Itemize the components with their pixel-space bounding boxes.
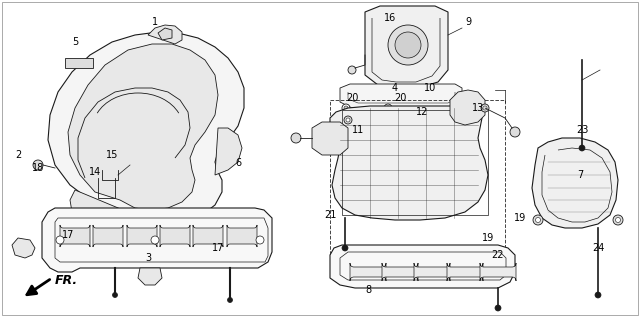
Text: 16: 16 (384, 13, 396, 23)
Polygon shape (138, 268, 162, 285)
Polygon shape (158, 28, 172, 40)
Circle shape (536, 217, 541, 223)
Polygon shape (312, 122, 348, 155)
Circle shape (113, 293, 118, 297)
Text: 8: 8 (365, 285, 371, 295)
Circle shape (533, 215, 543, 225)
Circle shape (595, 292, 601, 298)
Text: 24: 24 (592, 243, 604, 253)
Text: 19: 19 (514, 213, 526, 223)
Polygon shape (48, 32, 244, 225)
FancyBboxPatch shape (160, 225, 190, 247)
Bar (65, 58, 93, 68)
Text: 11: 11 (352, 125, 364, 135)
Polygon shape (330, 106, 488, 220)
Text: 15: 15 (106, 150, 118, 160)
FancyBboxPatch shape (127, 225, 157, 247)
FancyBboxPatch shape (60, 225, 90, 247)
Circle shape (579, 145, 585, 151)
Text: 18: 18 (32, 163, 44, 173)
Text: 21: 21 (324, 210, 336, 220)
Circle shape (344, 106, 348, 110)
Text: 20: 20 (394, 93, 406, 103)
Text: 20: 20 (346, 93, 358, 103)
Bar (330, 100, 505, 265)
Circle shape (33, 160, 43, 170)
Text: FR.: FR. (55, 274, 78, 287)
Polygon shape (365, 6, 448, 88)
Circle shape (510, 127, 520, 137)
Text: 9: 9 (465, 17, 471, 27)
Text: 14: 14 (89, 167, 101, 177)
Text: 12: 12 (416, 107, 428, 117)
Circle shape (613, 215, 623, 225)
Text: 7: 7 (577, 170, 583, 180)
FancyBboxPatch shape (382, 263, 418, 281)
Text: 22: 22 (492, 250, 504, 260)
FancyBboxPatch shape (227, 225, 257, 247)
Circle shape (386, 106, 390, 110)
Text: 5: 5 (72, 37, 78, 47)
Polygon shape (12, 238, 35, 258)
FancyBboxPatch shape (480, 263, 516, 281)
Polygon shape (70, 190, 135, 232)
Circle shape (384, 104, 392, 112)
Circle shape (342, 104, 350, 112)
Text: 23: 23 (576, 125, 588, 135)
Circle shape (481, 104, 489, 112)
FancyBboxPatch shape (350, 263, 386, 281)
Polygon shape (330, 245, 515, 288)
Circle shape (56, 236, 64, 244)
Text: 4: 4 (392, 83, 398, 93)
Text: 1: 1 (152, 17, 158, 27)
Text: 3: 3 (145, 253, 151, 263)
Polygon shape (42, 208, 272, 272)
Polygon shape (340, 84, 462, 108)
Circle shape (151, 236, 159, 244)
Circle shape (395, 32, 421, 58)
FancyBboxPatch shape (414, 263, 450, 281)
Polygon shape (68, 44, 218, 210)
Circle shape (616, 217, 621, 223)
Text: 17: 17 (212, 243, 224, 253)
Polygon shape (450, 90, 485, 125)
FancyBboxPatch shape (193, 225, 223, 247)
Polygon shape (215, 128, 242, 175)
Circle shape (342, 245, 348, 251)
Text: 13: 13 (472, 103, 484, 113)
Circle shape (495, 305, 501, 311)
Text: 17: 17 (62, 230, 74, 240)
FancyBboxPatch shape (447, 263, 483, 281)
Circle shape (388, 25, 428, 65)
FancyBboxPatch shape (93, 225, 123, 247)
Polygon shape (532, 138, 618, 228)
Circle shape (344, 116, 352, 124)
Text: 6: 6 (235, 158, 241, 168)
Circle shape (227, 297, 232, 302)
Circle shape (256, 236, 264, 244)
Polygon shape (148, 25, 182, 44)
Text: 2: 2 (15, 150, 21, 160)
Circle shape (483, 106, 487, 110)
Text: 19: 19 (482, 233, 494, 243)
Circle shape (346, 118, 350, 122)
Text: 10: 10 (424, 83, 436, 93)
Circle shape (291, 133, 301, 143)
Circle shape (348, 66, 356, 74)
